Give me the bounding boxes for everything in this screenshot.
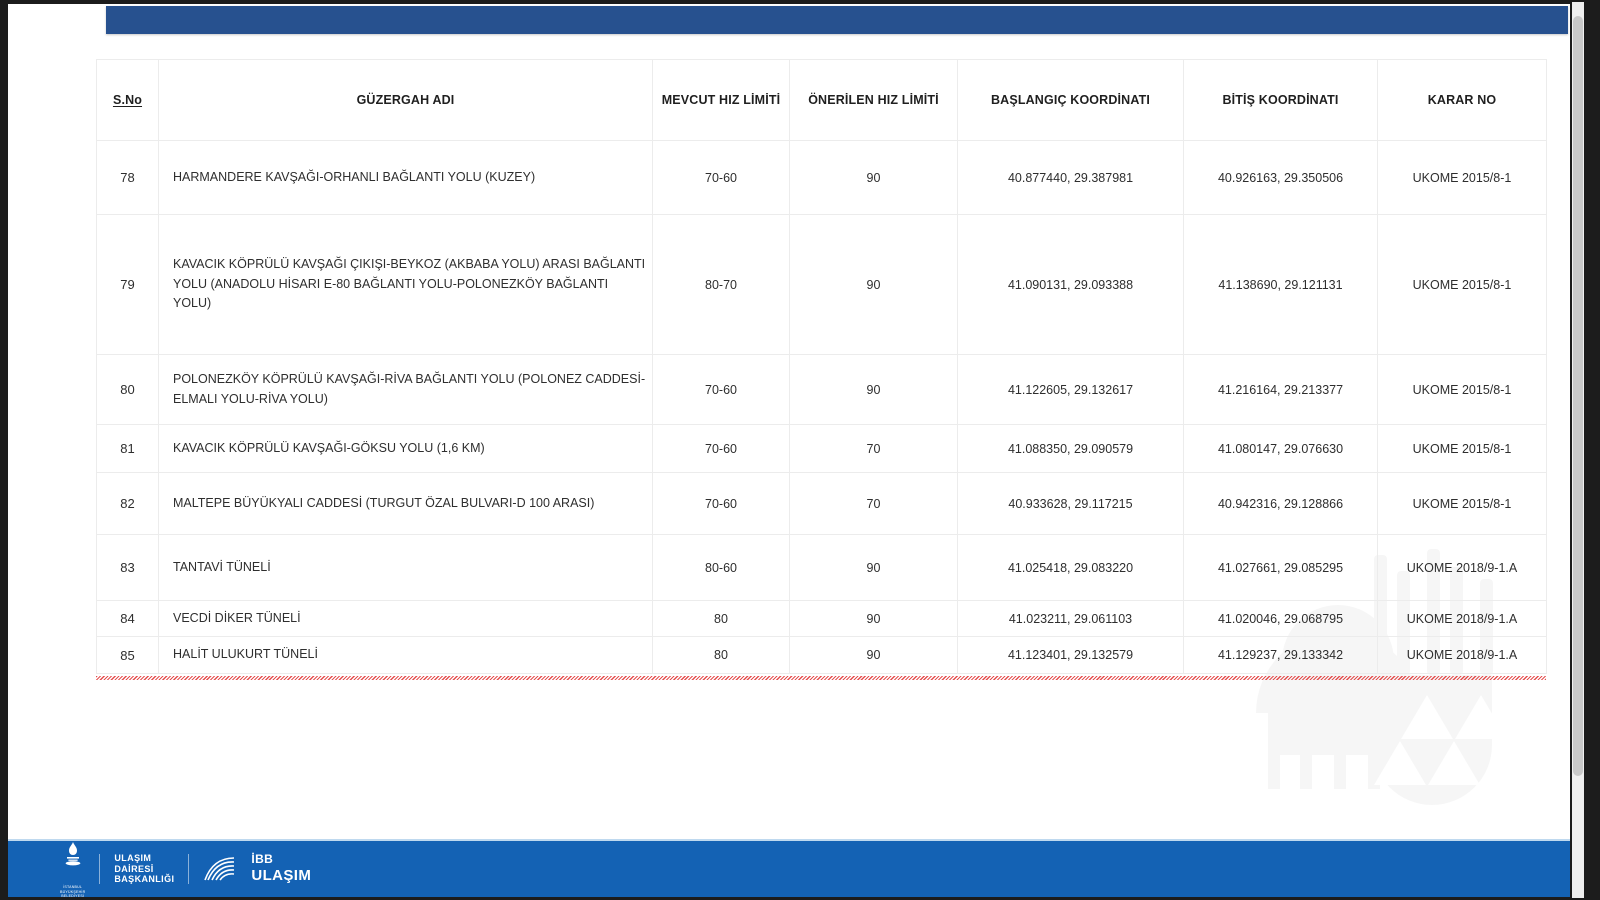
crest-caption-line3: BELEDİYESİ (61, 894, 85, 897)
cell-current-limit: 80 (652, 599, 790, 638)
cell-decision-no: UKOME 2015/8-1 (1377, 354, 1547, 425)
cell-sno: 85 (96, 636, 159, 674)
cell-start-coordinate: 41.090131, 29.093388 (957, 214, 1184, 355)
cell-start-coordinate: 41.025418, 29.083220 (957, 534, 1184, 601)
brand-line2: ULAŞIM (251, 867, 312, 885)
dept-line3: BAŞKANLIĞI (114, 874, 175, 885)
ibb-crest-icon (65, 842, 81, 866)
ibb-ulasim-swoosh-icon (204, 857, 235, 881)
cell-end-coordinate: 41.216164, 29.213377 (1183, 354, 1378, 425)
footer-logo-group: İSTANBUL BÜYÜKŞEHİR BELEDİYESİ ULAŞIM DA… (60, 842, 312, 897)
table-header-row: S.No GÜZERGAH ADI MEVCUT HIZ LİMİTİ ÖNER… (96, 59, 1547, 680)
cell-proposed-limit: 90 (789, 636, 958, 674)
ibb-ulasim-brand-text: İBB ULAŞIM (251, 852, 312, 885)
dept-line1: ULAŞIM (114, 853, 152, 864)
cell-sno: 80 (96, 354, 159, 425)
cell-end-coordinate: 40.942316, 29.128866 (1183, 472, 1378, 535)
speed-limit-table-container: S.No GÜZERGAH ADI MEVCUT HIZ LİMİTİ ÖNER… (96, 59, 1547, 680)
column-header-route-name: GÜZERGAH ADI (158, 59, 653, 141)
cell-decision-no: UKOME 2015/8-1 (1377, 214, 1547, 355)
cell-proposed-limit: 70 (789, 424, 958, 473)
cell-current-limit: 70-60 (652, 140, 790, 215)
cell-decision-no: UKOME 2018/9-1.A (1377, 599, 1547, 638)
table-row: 80 POLONEZKÖY KÖPRÜLÜ KAVŞAĞI-RİVA BAĞLAN… (96, 354, 1547, 425)
dept-line2: DAİRESİ (114, 863, 154, 874)
cell-decision-no: UKOME 2018/9-1.A (1377, 636, 1547, 674)
brand-line1: İBB (251, 852, 274, 867)
logo-divider-2 (188, 854, 190, 884)
cell-start-coordinate: 40.877440, 29.387981 (957, 140, 1184, 215)
cell-route-name: VECDİ DİKER TÜNELİ (158, 599, 653, 638)
cell-start-coordinate: 41.088350, 29.090579 (957, 424, 1184, 473)
vertical-scrollbar-thumb[interactable] (1573, 16, 1583, 776)
cell-sno: 79 (96, 214, 159, 355)
table-row: 83 TANTAVİ TÜNELİ 80-60 90 41.025418, 29.083… (96, 534, 1547, 601)
cell-sno: 78 (96, 140, 159, 215)
table-row: 79 KAVACIK KÖPRÜLÜ KAVŞAĞI ÇIKIŞI-BEYKOZ … (96, 214, 1547, 355)
column-header-proposed-limit: ÖNERİLEN HIZ LİMİTİ (789, 59, 958, 141)
column-header-decision-no: KARAR NO (1377, 59, 1547, 141)
cell-proposed-limit: 90 (789, 140, 958, 215)
table-body: 78 HARMANDERE KAVŞAĞI-ORHANLI BAĞLANTI YO… (96, 140, 1547, 674)
table-row: 81 KAVACIK KÖPRÜLÜ KAVŞAĞI-GÖKSU YOLU (1,… (96, 424, 1547, 473)
column-header-start-coordinate: BAŞLANGIÇ KOORDİNATI (957, 59, 1184, 141)
table-row: 84 VECDİ DİKER TÜNELİ 80 90 41.023211, 29.06… (96, 599, 1547, 638)
cell-start-coordinate: 41.123401, 29.132579 (957, 636, 1184, 674)
cell-decision-no: UKOME 2015/8-1 (1377, 140, 1547, 215)
cell-start-coordinate: 41.122605, 29.132617 (957, 354, 1184, 425)
cell-current-limit: 70-60 (652, 424, 790, 473)
cell-sno: 84 (96, 599, 159, 638)
cell-decision-no: UKOME 2015/8-1 (1377, 472, 1547, 535)
cell-start-coordinate: 41.023211, 29.061103 (957, 599, 1184, 638)
top-accent-bar (106, 6, 1568, 34)
cell-current-limit: 80 (652, 636, 790, 674)
crest-caption-line2: BÜYÜKŞEHİR (60, 889, 86, 894)
column-header-sno: S.No (96, 59, 1546, 680)
sno-header-label: S.No (112, 93, 143, 107)
cell-sno: 81 (96, 424, 159, 473)
logo-divider-1 (99, 854, 101, 884)
cell-start-coordinate: 40.933628, 29.117215 (957, 472, 1184, 535)
cell-current-limit: 80-70 (652, 214, 790, 355)
slide-footer: İSTANBUL BÜYÜKŞEHİR BELEDİYESİ ULAŞIM DA… (8, 839, 1570, 897)
cell-route-name: KAVACIK KÖPRÜLÜ KAVŞAĞI-GÖKSU YOLU (1,6 … (158, 424, 653, 473)
table-row: 85 HALİT ULUKURT TÜNELİ 80 90 41.123401, 29.… (96, 636, 1547, 674)
cell-end-coordinate: 41.129237, 29.133342 (1183, 636, 1378, 674)
cell-proposed-limit: 70 (789, 472, 958, 535)
column-header-end-coordinate: BİTİŞ KOORDİNATI (1183, 59, 1378, 141)
cell-end-coordinate: 41.027661, 29.085295 (1183, 534, 1378, 601)
cell-end-coordinate: 41.020046, 29.068795 (1183, 599, 1378, 638)
speed-limit-table: S.No GÜZERGAH ADI MEVCUT HIZ LİMİTİ ÖNER… (96, 59, 1547, 680)
table-row: 78 HARMANDERE KAVŞAĞI-ORHANLI BAĞLANTI YO… (96, 140, 1547, 215)
column-header-current-limit: MEVCUT HIZ LİMİTİ (652, 59, 790, 141)
cell-route-name: TANTAVİ TÜNELİ (158, 534, 653, 601)
cell-route-name: MALTEPE BÜYÜKYALI CADDESİ (TURGUT ÖZAL B… (158, 472, 653, 535)
cell-end-coordinate: 41.138690, 29.121131 (1183, 214, 1378, 355)
cell-proposed-limit: 90 (789, 599, 958, 638)
cell-end-coordinate: 41.080147, 29.076630 (1183, 424, 1378, 473)
table-row: 82 MALTEPE BÜYÜKYALI CADDESİ (TURGUT ÖZAL… (96, 472, 1547, 535)
cell-end-coordinate: 40.926163, 29.350506 (1183, 140, 1378, 215)
slide-canvas: S.No GÜZERGAH ADI MEVCUT HIZ LİMİTİ ÖNER… (8, 4, 1570, 897)
cell-decision-no: UKOME 2015/8-1 (1377, 424, 1547, 473)
cell-decision-no: UKOME 2018/9-1.A (1377, 534, 1547, 601)
department-logo-text: ULAŞIM DAİRESİ BAŞKANLIĞI (114, 853, 174, 884)
crest-caption-line1: İSTANBUL (63, 885, 83, 890)
cell-current-limit: 80-60 (652, 534, 790, 601)
cell-current-limit: 70-60 (652, 472, 790, 535)
crest-caption: İSTANBUL BÜYÜKŞEHİR BELEDİYESİ (60, 885, 85, 897)
cell-route-name: KAVACIK KÖPRÜLÜ KAVŞAĞI ÇIKIŞI-BEYKOZ (A… (158, 214, 653, 355)
ibb-crest-logo: İSTANBUL BÜYÜKŞEHİR BELEDİYESİ (60, 839, 85, 897)
cell-route-name: HARMANDERE KAVŞAĞI-ORHANLI BAĞLANTI YOLU… (158, 140, 653, 215)
cell-current-limit: 70-60 (652, 354, 790, 425)
cell-proposed-limit: 90 (789, 534, 958, 601)
spellcheck-squiggle-icon (96, 675, 1546, 680)
cell-sno: 83 (96, 534, 159, 601)
cell-route-name: POLONEZKÖY KÖPRÜLÜ KAVŞAĞI-RİVA BAĞLANTI… (158, 354, 653, 425)
cell-proposed-limit: 90 (789, 214, 958, 355)
cell-route-name: HALİT ULUKURT TÜNELİ (158, 636, 653, 674)
cell-proposed-limit: 90 (789, 354, 958, 425)
cell-sno: 82 (96, 472, 159, 535)
